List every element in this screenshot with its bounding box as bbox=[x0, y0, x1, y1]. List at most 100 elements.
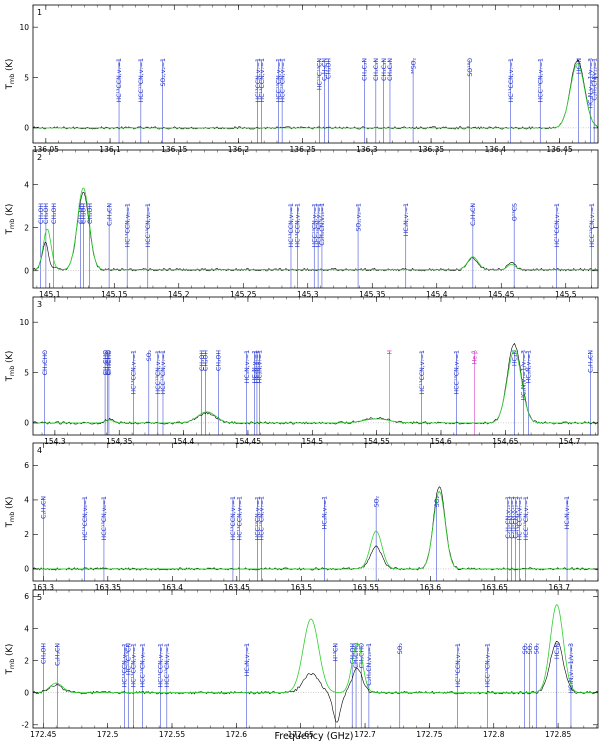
transition-label: CH₃OH bbox=[349, 643, 356, 664]
transition-label: HC₃N,v₇=1 bbox=[403, 203, 410, 236]
transition-label: CH₃OH bbox=[87, 203, 94, 224]
transition-label: HC¹³CCN,v₆=1 bbox=[122, 643, 129, 687]
transition-label: HC₃N bbox=[554, 643, 561, 659]
transition-label: HC₃N bbox=[512, 350, 519, 366]
transition-label: HC¹³CCN,v₇=1 bbox=[131, 643, 138, 687]
x-axis-label: Frequency (GHz) bbox=[274, 731, 353, 742]
transition-label: ³⁴SO₂ bbox=[410, 57, 417, 74]
transition-label: HCC¹³CN,v₇=1 bbox=[155, 350, 162, 394]
transition-label: CH₃OH bbox=[203, 350, 210, 371]
x-tick-label: 163.65 bbox=[482, 583, 508, 592]
x-tick-label: 163.45 bbox=[224, 583, 250, 592]
transition-label: CH₃OH bbox=[199, 350, 206, 371]
x-tick-label: 136.15 bbox=[161, 145, 187, 154]
transition-label: HC¹³CCN,v₆=1 bbox=[82, 496, 89, 540]
x-tick-label: 145.3 bbox=[297, 290, 319, 299]
x-tick-label: 136.35 bbox=[418, 145, 444, 154]
transition-label: C₂H₃CN bbox=[470, 203, 477, 226]
model-spectrum bbox=[33, 63, 598, 129]
transition-label: HC₃N,v₇=1 bbox=[257, 350, 264, 383]
y-tick-label: 6 bbox=[24, 592, 29, 601]
transition-label: CH₃CHO bbox=[102, 350, 109, 375]
transition-label: CH₃OH bbox=[38, 203, 45, 224]
y-tick-label: 0 bbox=[24, 267, 29, 276]
x-tick-label: 154.45 bbox=[235, 437, 261, 446]
spectrum-panel-5: CH₃OH C₂H₃CN HC¹³CCN,v₆=1HC¹³C¹³CNHC¹³CCN,… bbox=[5, 589, 599, 739]
x-tick-label: 145.4 bbox=[426, 290, 448, 299]
transition-label: HC¹³CCN,v₆=1 bbox=[124, 203, 131, 247]
panel-frame bbox=[32, 149, 599, 289]
transition-label: SO₂ bbox=[434, 495, 441, 507]
x-tick-label: 136.4 bbox=[485, 145, 507, 154]
x-tick-label: 172.65 bbox=[288, 730, 314, 739]
x-tick-label: 172.6 bbox=[226, 730, 248, 739]
transition-label: HC¹³C¹³CN bbox=[317, 58, 324, 91]
y-tick-label: 4 bbox=[24, 496, 29, 505]
transition-label: CH₃C₃N bbox=[373, 58, 380, 81]
x-tick-label: 145.25 bbox=[230, 290, 256, 299]
y-axis-label: Tmb (K) bbox=[5, 351, 16, 383]
transition-label: HC₃N,v₇=1 bbox=[252, 350, 259, 383]
panel-number: 1 bbox=[37, 8, 42, 17]
transition-label: HCC¹³CN,v₆=1 bbox=[101, 496, 108, 540]
panel-number: 5 bbox=[37, 593, 42, 602]
transition-label: C₂H₃CN bbox=[106, 203, 113, 226]
transition-label: HCC¹³CN,v₇=1 bbox=[537, 58, 544, 102]
y-axis-label: Tmb (K) bbox=[5, 497, 16, 529]
transition-label: C₂H₃CN bbox=[41, 496, 48, 519]
transition-label: C₂H₃CN bbox=[55, 643, 62, 666]
panel-frame bbox=[32, 589, 599, 729]
model-spectrum bbox=[33, 604, 598, 694]
y-tick-label: 0 bbox=[24, 419, 29, 428]
x-tick-label: 136.1 bbox=[99, 145, 121, 154]
transition-label: HC¹³CCN,v₇=1 bbox=[230, 496, 237, 540]
transition-label: HCC¹³CN,v₇=1 bbox=[454, 350, 461, 394]
y-tick-label: 6 bbox=[24, 461, 29, 470]
transition-label: HCC¹³CN,v₇=1 bbox=[138, 58, 145, 102]
transition-label: CH₃C₃N bbox=[361, 58, 368, 81]
x-tick-label: 136.2 bbox=[228, 145, 250, 154]
transition-label: HC¹³CCN,v₇=1 bbox=[237, 496, 244, 540]
transition-label: HC₃N,v₇=1/v₇=3 bbox=[568, 643, 575, 694]
y-tick-label: 2 bbox=[24, 530, 29, 539]
y-axis-label: Tmb (K) bbox=[5, 204, 16, 236]
transition-label: CH₃CHO bbox=[353, 643, 360, 668]
x-tick-label: 163.55 bbox=[353, 583, 379, 592]
y-tick-label: 4 bbox=[24, 180, 29, 189]
x-tick-label: 154.65 bbox=[492, 437, 518, 446]
transition-label: HC¹³CCN,v₇=1 bbox=[259, 58, 266, 102]
transition-label: HCC¹³CN,v₇=1 bbox=[523, 496, 530, 540]
x-tick-label: 136.45 bbox=[546, 145, 572, 154]
transition-label: C₂H₅CN,v₁₃=1 bbox=[509, 496, 516, 539]
transition-label: HC¹³CCN,v₇=1 bbox=[517, 496, 524, 540]
transition-label: HCC¹³CN,v₇=1 bbox=[485, 643, 492, 687]
x-tick-label: 154.4 bbox=[173, 437, 195, 446]
x-tick-label: 145.1 bbox=[39, 290, 61, 299]
x-tick-label: 145.15 bbox=[101, 290, 127, 299]
x-tick-label: 163.7 bbox=[549, 583, 571, 592]
y-tick-label: 0 bbox=[24, 124, 29, 133]
panel-number: 2 bbox=[37, 153, 42, 162]
transition-label: HC¹³CCN,v₇=1 bbox=[116, 58, 123, 102]
transition-label: SO₂ bbox=[397, 642, 404, 654]
observed-spectrum bbox=[33, 640, 598, 723]
transition-label: H¹³CN bbox=[333, 643, 340, 662]
transition-label: HCC¹³CN,v₆=1 bbox=[145, 203, 152, 247]
transition-label: CH₃OH bbox=[81, 203, 88, 224]
x-tick-label: 154.35 bbox=[106, 437, 132, 446]
transition-label: HC₃N,v₇=1 bbox=[254, 350, 261, 383]
transition-label: C₂H₃CN bbox=[587, 350, 594, 373]
x-tick-label: 172.5 bbox=[97, 730, 119, 739]
x-tick-label: 172.55 bbox=[159, 730, 185, 739]
transition-label: CH₃C₃N bbox=[381, 58, 388, 81]
transition-label: HC¹³CCN,v₇=1 bbox=[554, 203, 561, 247]
transition-label: HC₃N,v₇=1/v₇=3 bbox=[587, 58, 594, 109]
x-tick-label: 172.45 bbox=[30, 730, 56, 739]
transition-label: HCC¹³CN,v₇=1 bbox=[160, 350, 167, 394]
panel-frame bbox=[32, 442, 599, 582]
transition-label: HC¹³CCN,v₇=1 bbox=[255, 58, 262, 102]
